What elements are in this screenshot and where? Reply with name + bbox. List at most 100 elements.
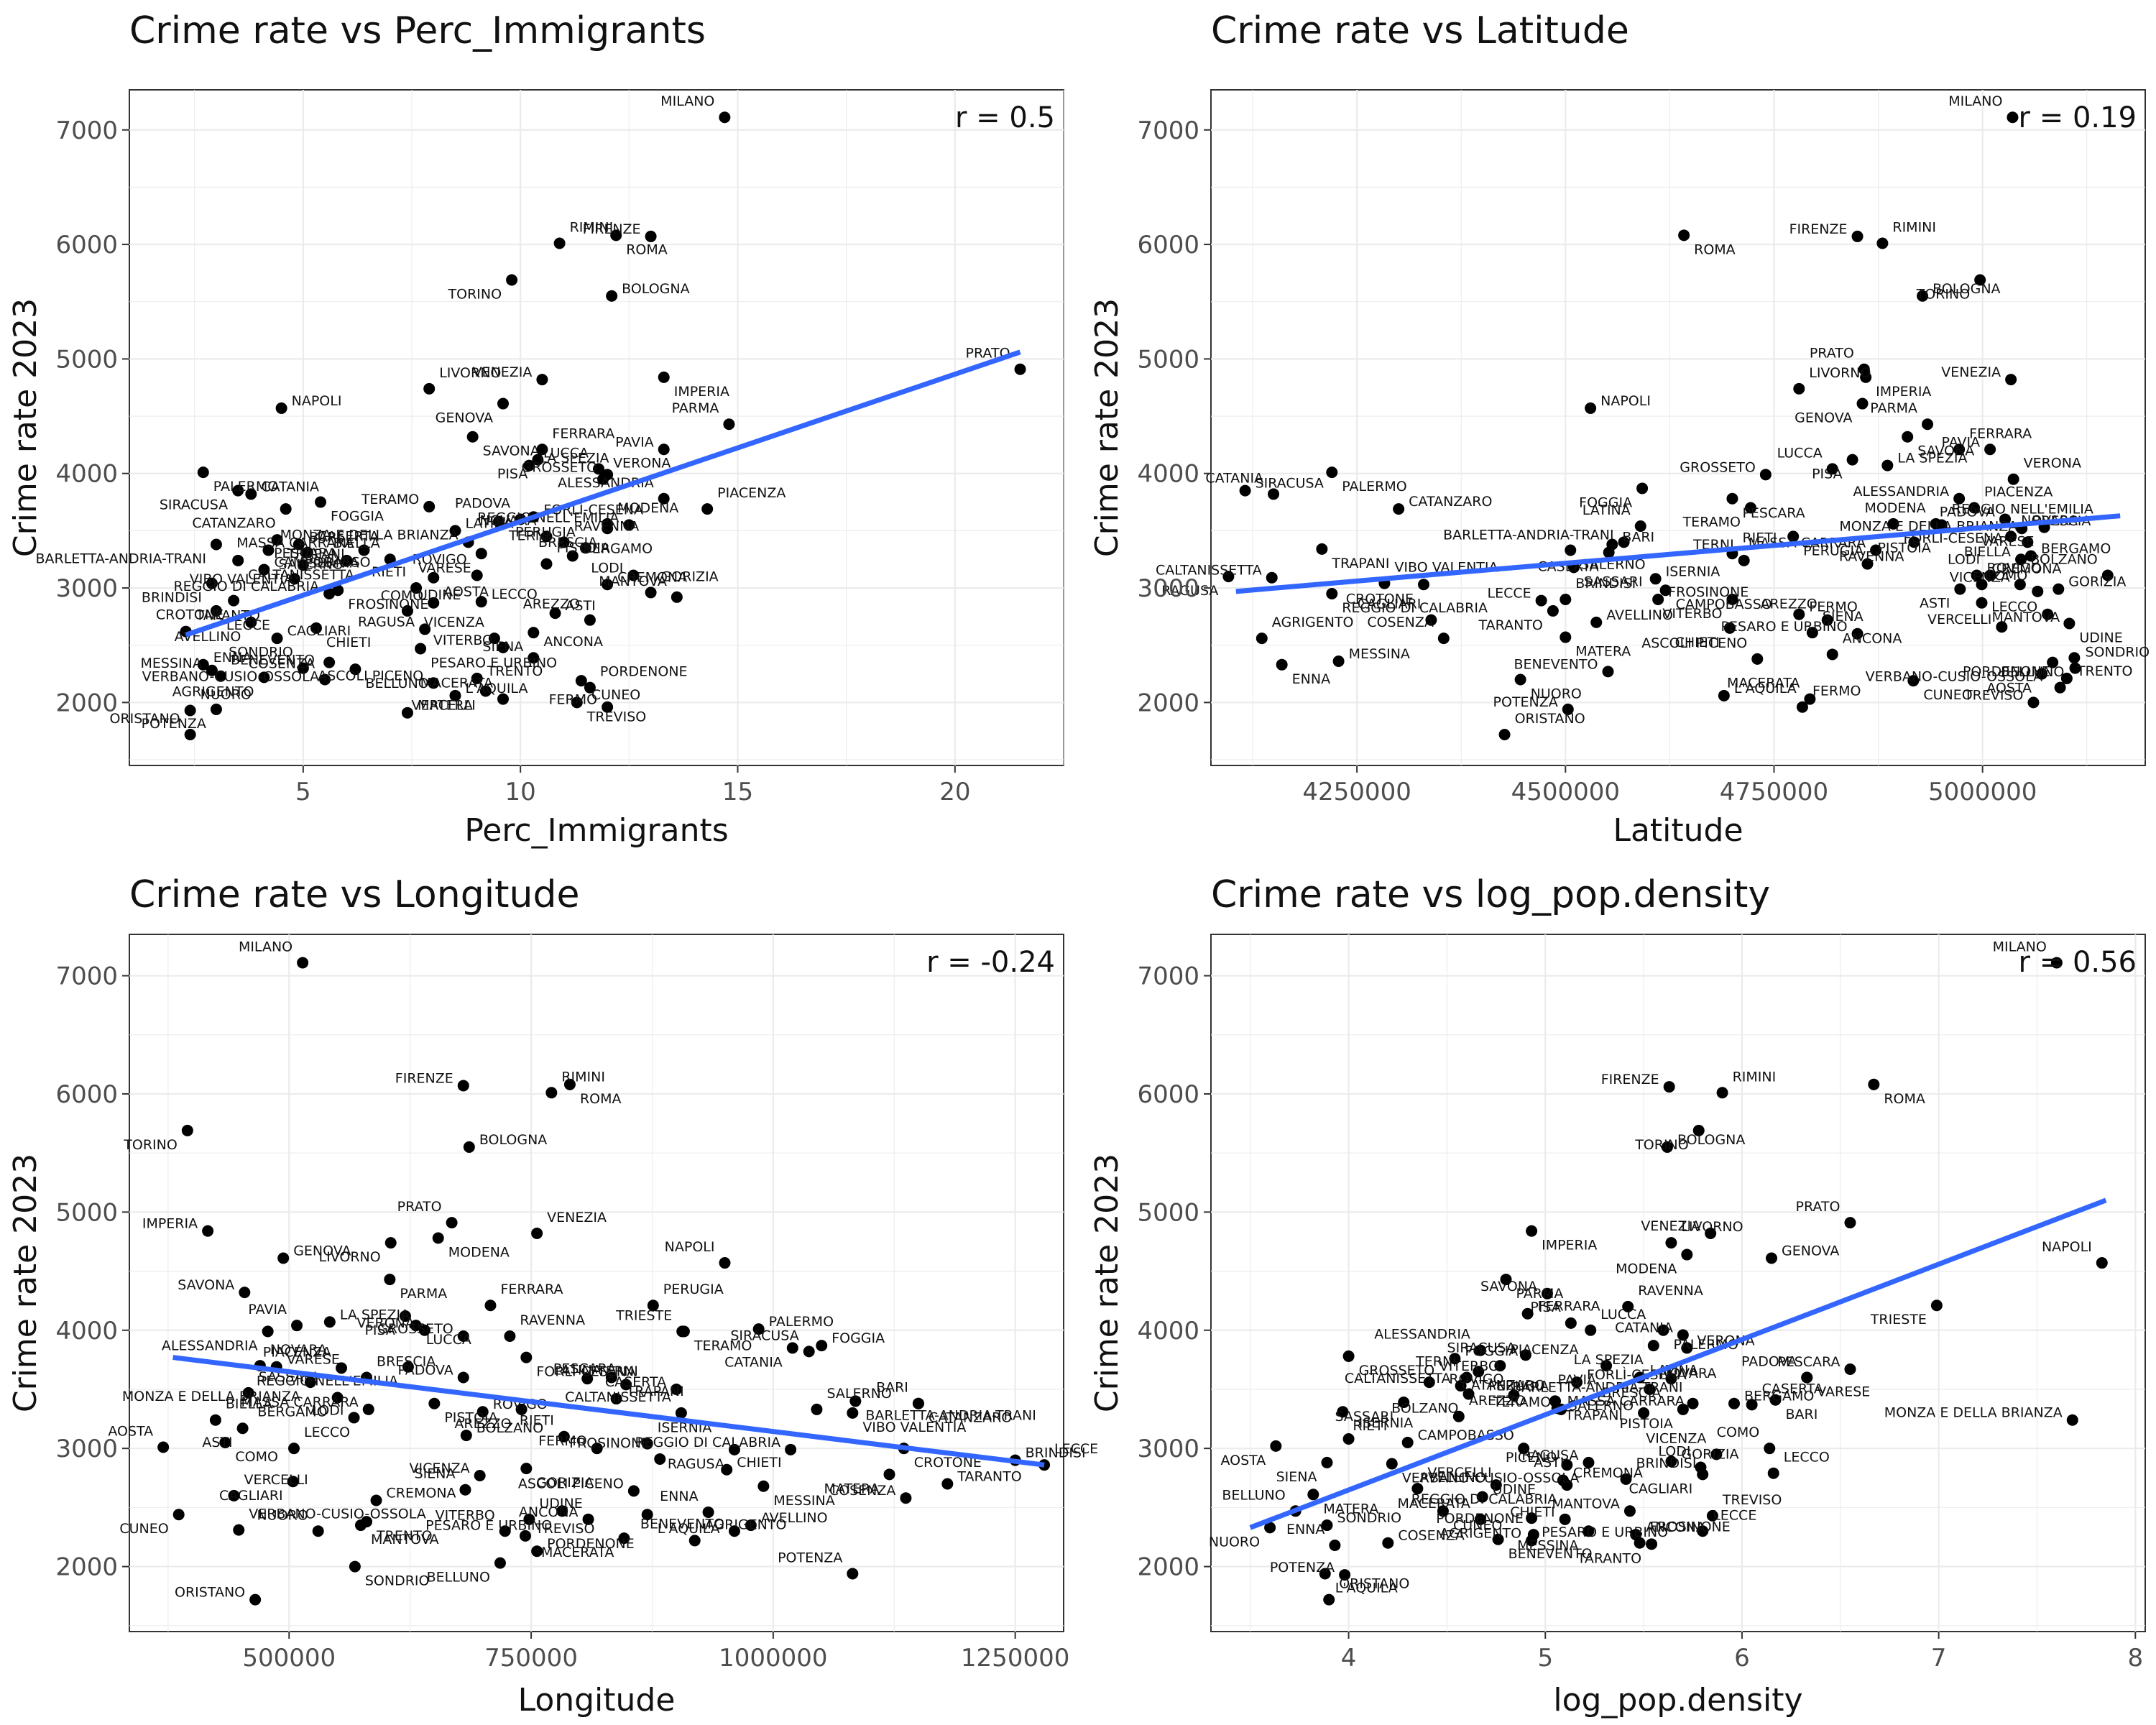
point-label: MONZA E DELLA BRIANZA [280, 527, 459, 543]
point-mantova [1623, 1505, 1636, 1517]
point-cuneo [1437, 1505, 1449, 1517]
point-siena [528, 627, 540, 639]
point-brescia [602, 523, 614, 535]
point-gorizia [645, 586, 657, 599]
point-label: FOGGIA [1579, 494, 1632, 510]
point-rovigo [471, 569, 483, 581]
y-tick-label: 6000 [55, 1080, 118, 1109]
y-axis-label: Crime rate 2023 [7, 1154, 44, 1412]
point-label: BENEVENTO [1514, 656, 1598, 672]
point-label: PIACENZA [1984, 484, 2053, 500]
x-axis-label: Latitude [1613, 812, 1743, 849]
point-enna [1329, 1539, 1341, 1551]
point-label: FIRENZE [395, 1070, 453, 1086]
point-label: PIACENZA [263, 1344, 331, 1360]
point-viterbo [499, 1525, 511, 1537]
point-siracusa [1239, 484, 1251, 497]
point-viterbo [497, 641, 509, 653]
point-label: BRINDISI [1026, 1445, 1086, 1461]
point-bolzano [2101, 569, 2114, 581]
point-label: MILANO [1993, 939, 2047, 954]
point-label: LUCCA [426, 1332, 471, 1348]
point-label: TORINO [448, 286, 502, 302]
point-label: BENEVENTO [231, 653, 315, 668]
point-label: RAVENNA [1839, 548, 1904, 564]
point-label: TRAPANI [1565, 1407, 1623, 1423]
point-label: CHIETI [1510, 1504, 1554, 1520]
point-label: REGGIO DI CALABRIA [1342, 600, 1488, 616]
y-axis-ticks: 2000 3000 4000 5000 6000 7000 [55, 962, 129, 1582]
point-torino [181, 1124, 193, 1136]
point-label: CATANZARO [929, 1410, 1012, 1426]
point-label: TRENTO [487, 663, 543, 679]
point-teramo [1744, 502, 1756, 514]
point-label: CAGLIARI [1358, 597, 1422, 612]
point-label: BERGAMO [1744, 1389, 1814, 1404]
x-axis-label: Longitude [518, 1682, 676, 1719]
point-biella [2015, 553, 2027, 566]
point-label: FERRARA [552, 426, 614, 441]
point-matera [1560, 631, 1572, 643]
point-label: LECCO [304, 1425, 350, 1440]
point-salerno [811, 1403, 823, 1415]
y-tick-label: 3000 [55, 574, 118, 603]
point-label: MACERATA [541, 1545, 614, 1560]
point-label: PISTOIA [1620, 1416, 1673, 1432]
point-napoli [2096, 1257, 2108, 1269]
point-ancona [582, 1513, 594, 1525]
point-matera [883, 1468, 895, 1481]
y-tick-label: 3000 [1137, 574, 1199, 603]
point-label: BOLOGNA [1932, 281, 2000, 297]
point-label: UDINE [2079, 630, 2122, 645]
point-vicenza [2014, 579, 2026, 591]
point-label: COMO [1985, 568, 2028, 584]
point-label: VERCELLI [412, 697, 476, 713]
point-siracusa [1519, 1349, 1531, 1361]
point-label: BOLOGNA [622, 281, 689, 297]
point-label: AOSTA [443, 584, 489, 600]
point-caltanissetta [232, 554, 244, 566]
point-vercelli [479, 685, 492, 697]
point-cosenza [319, 673, 331, 686]
x-tick-label: 1000000 [719, 1644, 827, 1673]
point-label: BIELLA [1964, 544, 2011, 560]
point-lecco [288, 1443, 300, 1455]
point-parma [1500, 1274, 1512, 1286]
y-tick-label: 7000 [1137, 962, 1199, 991]
point-label: MODENA [1864, 500, 1925, 516]
point-avellino [245, 616, 257, 628]
point-label: SASSARI [1584, 574, 1643, 589]
point-benevento [1602, 666, 1614, 678]
point-label: BARI [309, 530, 341, 546]
point-label: MANTOVA [1552, 1496, 1620, 1512]
point-label: CAGLIARI [219, 1488, 283, 1504]
point-label: PAVIA [615, 434, 654, 450]
point-label: NUORO [201, 687, 252, 703]
point-label: CROTONE [914, 1455, 982, 1471]
point-label: CHIETI [737, 1455, 781, 1471]
point-label: PISTOIA [556, 540, 609, 556]
point-reggio-di-calabria [785, 1443, 797, 1455]
point-label: TERAMO [361, 492, 419, 507]
point-label: PAVIA [248, 1302, 287, 1317]
point-rimini [1716, 1087, 1728, 1099]
point-cremona [602, 579, 614, 591]
point-label: LODI [1658, 1443, 1690, 1459]
point-label: ORISTANO [1515, 711, 1585, 727]
point-vercelli [228, 1489, 240, 1501]
y-tick-label: 2000 [1137, 689, 1199, 717]
point-siena [1806, 627, 1818, 639]
point-label: TRENTO [2076, 663, 2133, 679]
point-pistoia [428, 1397, 441, 1409]
point-alessandria [262, 1325, 274, 1338]
x-tick-label: 6 [1734, 1644, 1750, 1673]
point-nuoro [1514, 673, 1526, 686]
point-label: CUNEO [1923, 687, 1972, 703]
point-label: BARLETTA-ANDRIA-TRANI [865, 1407, 1036, 1423]
point-label: TARANTO [195, 608, 260, 624]
point-label: PESARO E URBINO [1542, 1524, 1668, 1540]
point-lecco [475, 596, 487, 608]
y-tick-label: 5000 [1137, 345, 1199, 374]
point-torino [1692, 1124, 1705, 1136]
